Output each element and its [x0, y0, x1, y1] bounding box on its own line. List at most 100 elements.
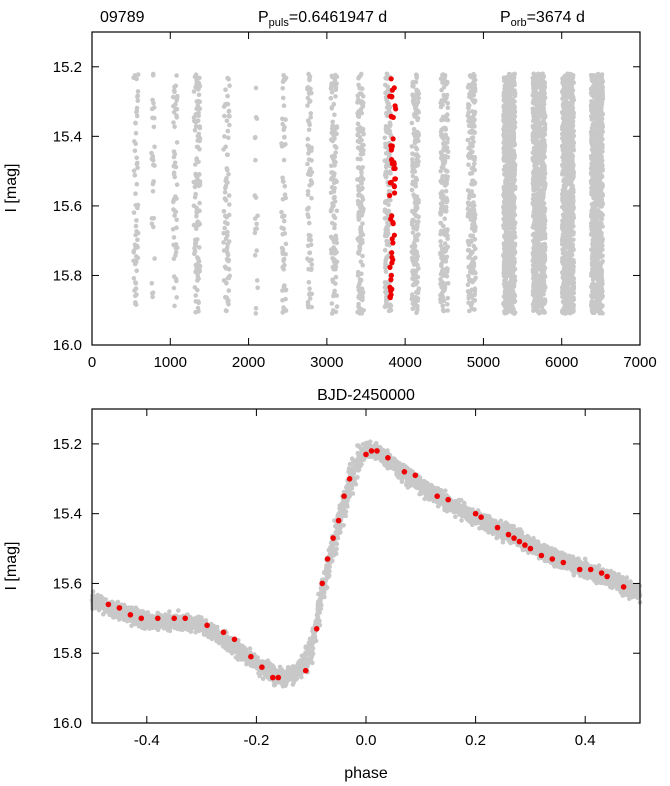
time-series-point — [532, 248, 538, 254]
time-series-point — [569, 298, 574, 303]
time-series-point — [280, 231, 286, 237]
time-series-point — [568, 287, 573, 293]
time-series-point — [134, 243, 140, 249]
time-series-point — [358, 167, 364, 173]
time-series-point — [359, 203, 365, 209]
time-series-point — [412, 195, 417, 200]
time-series-point — [151, 100, 156, 106]
time-series-point — [440, 271, 446, 276]
time-series-point — [223, 308, 229, 313]
time-series-point — [410, 306, 416, 312]
time-series-point — [542, 246, 547, 251]
time-series-point — [472, 237, 478, 242]
time-series-point — [442, 241, 448, 246]
time-series-point — [409, 255, 415, 261]
time-series-point — [444, 269, 450, 275]
time-series-point — [505, 264, 511, 269]
time-series-point — [173, 242, 179, 247]
time-series-point — [471, 225, 477, 230]
time-series-point — [359, 110, 365, 116]
time-series-point — [415, 137, 421, 143]
time-series-point — [329, 73, 335, 79]
time-series-point — [383, 170, 389, 175]
time-series-point — [511, 161, 517, 167]
time-series-point — [472, 215, 478, 221]
time-series-point — [280, 121, 286, 127]
time-series-point — [542, 241, 547, 247]
time-series-point — [542, 163, 547, 169]
time-series-point — [440, 267, 446, 273]
time-series-point — [196, 92, 202, 98]
time-series-point — [193, 262, 199, 268]
time-series-point — [539, 304, 545, 310]
time-series-point — [568, 126, 574, 131]
time-series-point — [438, 195, 444, 200]
time-series-point — [358, 151, 364, 157]
time-series-point — [223, 144, 228, 150]
time-series-point — [306, 127, 312, 133]
time-series-point — [308, 172, 313, 178]
time-series-point — [226, 258, 231, 264]
time-series-point — [410, 166, 416, 172]
time-series-point — [510, 223, 515, 229]
time-series-point — [305, 212, 311, 217]
time-series-point — [414, 157, 420, 162]
time-series-point — [191, 89, 197, 94]
time-series-point — [411, 102, 417, 107]
time-series-point — [359, 174, 364, 179]
time-series-point — [195, 222, 201, 228]
time-series-point — [411, 112, 417, 117]
time-series-point — [413, 106, 419, 111]
time-series-point — [356, 212, 361, 218]
time-series-point — [506, 232, 512, 237]
time-series-point — [563, 282, 569, 287]
time-series-point — [566, 240, 571, 246]
time-series-point — [195, 305, 201, 311]
time-series-point — [442, 288, 447, 293]
time-series-point — [415, 253, 421, 259]
time-series-point — [333, 261, 338, 267]
time-series-point — [333, 309, 339, 315]
time-series-point — [356, 295, 362, 300]
time-series-point — [223, 183, 229, 189]
time-series-point — [307, 122, 313, 128]
time-series-point — [503, 297, 509, 303]
time-series-point — [281, 179, 286, 184]
time-series-point — [560, 204, 565, 210]
time-series-point — [150, 181, 156, 187]
time-series-point — [171, 120, 176, 125]
time-series-point — [191, 222, 197, 228]
time-series-point — [445, 236, 450, 241]
time-series-point — [334, 124, 340, 129]
time-series-point — [333, 150, 339, 155]
time-series-point — [197, 200, 202, 206]
time-series-point — [466, 103, 471, 109]
time-series-point — [384, 294, 389, 300]
time-series-point — [308, 242, 314, 247]
time-series-point — [305, 302, 311, 308]
time-series-point — [191, 115, 197, 120]
pulsation-period-label: Ppuls=0.6461947 d — [258, 9, 387, 29]
time-series-point — [472, 286, 478, 292]
time-series-point — [502, 308, 508, 314]
time-series-point — [329, 90, 335, 95]
time-series-point — [193, 293, 198, 298]
time-series-point — [388, 307, 393, 312]
time-series-point — [440, 246, 446, 252]
time-series-point — [196, 159, 201, 165]
time-series-point — [569, 179, 574, 185]
time-series-point — [535, 295, 540, 300]
time-series-point — [194, 106, 199, 112]
time-series-point — [193, 162, 198, 167]
time-series-point — [502, 172, 507, 177]
time-series-point — [541, 106, 546, 111]
time-series-point — [197, 182, 203, 187]
time-series-point — [445, 308, 451, 313]
time-series-point — [414, 90, 420, 96]
time-series-point — [197, 266, 202, 271]
time-series-point — [540, 98, 545, 104]
time-series-point — [383, 289, 388, 295]
time-series-point — [409, 120, 415, 126]
time-series-point — [329, 220, 335, 226]
time-series-point — [195, 237, 200, 242]
